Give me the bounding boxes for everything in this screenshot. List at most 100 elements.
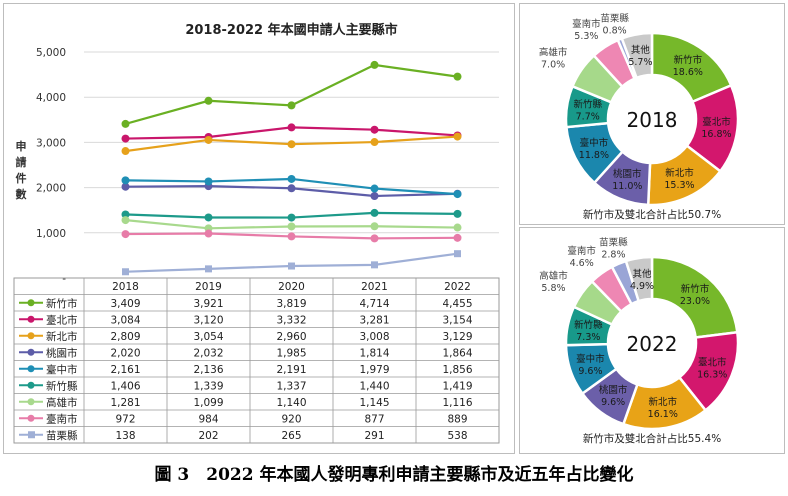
- legend-key-marker: [27, 315, 35, 323]
- data-point: [453, 132, 462, 141]
- table-cell-value: 3,084: [110, 314, 140, 326]
- slice-name-label: 臺中市: [576, 353, 605, 365]
- table-cell-value: 2,161: [110, 364, 140, 376]
- series-line-新竹市: [125, 63, 458, 125]
- donut-slice-其他: [624, 255, 654, 303]
- slice-name-label: 高雄市: [539, 270, 568, 282]
- table-cell-value: 1,419: [442, 380, 472, 392]
- data-point: [121, 182, 130, 191]
- y-axis-label-char: 件: [16, 171, 27, 185]
- legend-key-marker: [27, 365, 35, 373]
- data-point: [370, 125, 379, 134]
- table-cell-value: 4,455: [442, 298, 472, 310]
- table-cell-value: 1,337: [276, 380, 306, 392]
- table-cell-value: 1,814: [359, 347, 389, 359]
- data-point: [287, 232, 296, 241]
- table-cell-value: 265: [281, 430, 301, 442]
- slice-percent-label: 7.3%: [576, 332, 600, 343]
- donut-slice-新竹市: [650, 255, 739, 339]
- data-point: [370, 234, 379, 243]
- donut-chart-2022: 新竹市23.0%臺北市16.3%新北市16.1%桃園市9.6%臺中市9.6%新竹…: [539, 238, 740, 445]
- slice-percent-label: 0.8%: [603, 25, 627, 36]
- data-point: [287, 140, 296, 149]
- data-point: [204, 229, 213, 238]
- slice-percent-label: 5.7%: [628, 57, 652, 68]
- table-cell-value: 3,129: [442, 331, 472, 343]
- slice-name-label: 桃園市: [599, 384, 628, 396]
- table-cell-value: 1,116: [442, 397, 472, 409]
- table-cell-value: 1,339: [193, 380, 223, 392]
- table-cell-value: 202: [198, 430, 218, 442]
- legend-entry: 臺南市: [46, 412, 78, 425]
- y-axis-label-char: 申: [16, 139, 27, 153]
- x-tick-label: 2021: [361, 281, 388, 293]
- slice-name-label: 新北市: [665, 167, 694, 179]
- figure-caption: 圖 3 2022 年本國人發明專利申請主要縣市及近五年占比變化: [154, 465, 634, 485]
- data-point: [370, 138, 379, 147]
- table-cell-value: 889: [447, 413, 467, 425]
- table-cell-value: 2,032: [193, 347, 223, 359]
- x-tick-label: 2022: [444, 281, 471, 293]
- legend-entry: 臺北市: [46, 313, 78, 326]
- slice-percent-label: 5.3%: [574, 31, 598, 42]
- donut-footer-note: 新竹市及雙北合計占比50.7%: [583, 208, 721, 221]
- table-cell-value: 538: [447, 430, 467, 442]
- slice-percent-label: 2.8%: [601, 250, 625, 261]
- table-cell-value: 877: [364, 413, 384, 425]
- data-point: [453, 233, 462, 242]
- donut-slice-其他: [620, 31, 654, 80]
- data-point: [287, 174, 296, 183]
- x-tick-label: 2020: [278, 281, 305, 293]
- slice-name-label: 新竹市: [681, 283, 710, 295]
- table-cell-value: 1,864: [442, 347, 472, 359]
- legend-entry: 新北市: [46, 330, 78, 343]
- slice-percent-label: 15.3%: [664, 180, 694, 191]
- data-point: [121, 210, 130, 219]
- table-cell-value: 3,120: [193, 314, 223, 326]
- slice-percent-label: 4.9%: [630, 281, 654, 292]
- table-cell-value: 3,409: [110, 298, 140, 310]
- data-point: [121, 134, 130, 143]
- data-point: [453, 190, 462, 199]
- table-cell-value: 1,099: [193, 397, 223, 409]
- slice-percent-label: 16.8%: [701, 129, 731, 140]
- donut-chart-2018-panel: 新竹市 18.6% 臺北市 16.8% 新北市 15.3% 桃園市 11.0% 臺中市 11.8%…: [519, 3, 785, 225]
- slice-name-label: 高雄市: [539, 46, 568, 58]
- x-tick-label: 2019: [195, 281, 222, 293]
- table-cell-value: 1,440: [359, 380, 389, 392]
- data-point: [453, 209, 462, 218]
- y-tick-label: 1,000: [36, 228, 66, 240]
- data-point: [122, 268, 129, 276]
- data-point: [287, 213, 296, 222]
- slice-name-label: 其他: [633, 268, 653, 280]
- table-cell-value: 1,140: [276, 397, 306, 409]
- table-cell-value: 3,281: [359, 314, 389, 326]
- data-point: [121, 230, 130, 239]
- slice-percent-label: 9.6%: [601, 397, 625, 408]
- slice-percent-label: 5.8%: [541, 283, 565, 294]
- slice-name-label: 苗栗縣: [599, 238, 628, 249]
- data-point: [370, 208, 379, 217]
- slice-name-label: 臺南市: [572, 18, 601, 30]
- table-cell-value: 138: [115, 430, 135, 442]
- data-point: [454, 250, 461, 258]
- data-point: [205, 265, 212, 273]
- table-cell-value: 291: [364, 430, 384, 442]
- donut-center-year: 2022: [627, 332, 678, 356]
- legend-entry: 新竹縣: [46, 379, 78, 392]
- data-point: [287, 123, 296, 132]
- slice-percent-label: 7.0%: [541, 59, 565, 70]
- data-point: [287, 101, 296, 110]
- data-point: [453, 223, 462, 232]
- slice-name-label: 桃園市: [613, 168, 642, 180]
- slice-name-label: 臺北市: [698, 356, 727, 368]
- y-tick-label: -: [62, 273, 66, 285]
- slice-percent-label: 4.6%: [570, 258, 594, 269]
- data-point: [287, 222, 296, 231]
- data-point: [453, 72, 462, 81]
- slice-percent-label: 18.6%: [673, 67, 703, 78]
- data-point: [204, 135, 213, 144]
- table-cell-value: 4,714: [359, 298, 389, 310]
- chart-title: 2018-2022 年本國申請人主要縣市: [185, 22, 397, 38]
